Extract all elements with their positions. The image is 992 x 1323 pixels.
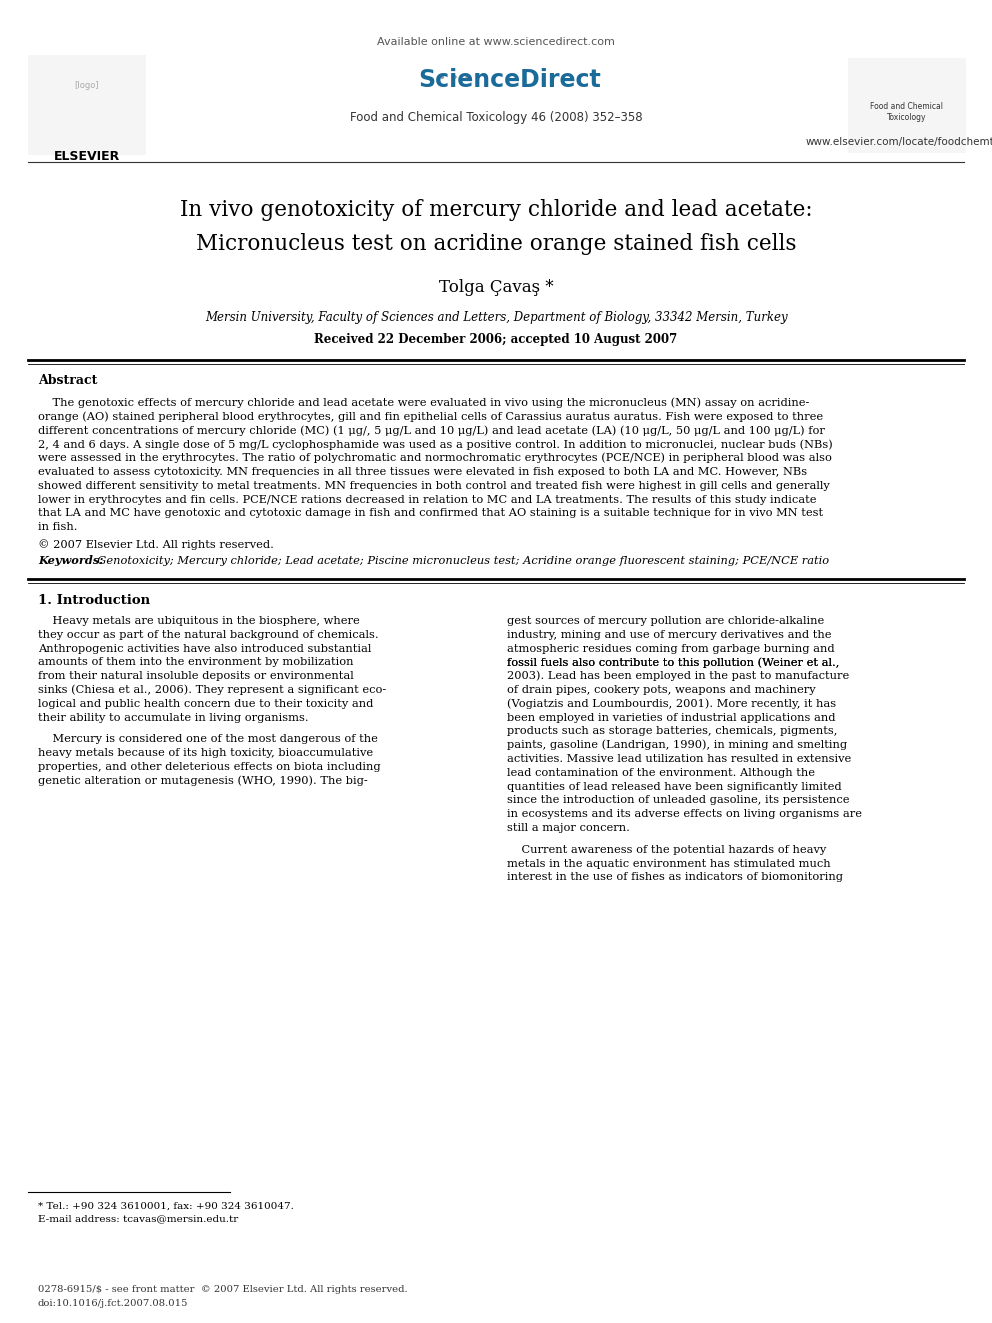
Text: Micronucleus test on acridine orange stained fish cells: Micronucleus test on acridine orange sta… [195,233,797,255]
Text: evaluated to assess cytotoxicity. MN frequencies in all three tissues were eleva: evaluated to assess cytotoxicity. MN fre… [38,467,807,478]
Text: lead contamination of the environment. Although the: lead contamination of the environment. A… [507,767,815,778]
Text: Available online at www.sciencedirect.com: Available online at www.sciencedirect.co… [377,37,615,48]
Text: genetic alteration or mutagenesis (WHO, 1990). The big-: genetic alteration or mutagenesis (WHO, … [38,775,368,786]
Text: In vivo genotoxicity of mercury chloride and lead acetate:: In vivo genotoxicity of mercury chloride… [180,198,812,221]
Text: logical and public health concern due to their toxicity and: logical and public health concern due to… [38,699,373,709]
Text: activities. Massive lead utilization has resulted in extensive: activities. Massive lead utilization has… [507,754,851,763]
Text: Current awareness of the potential hazards of heavy: Current awareness of the potential hazar… [507,845,826,855]
Text: fossil fuels also contribute to this pollution (Weiner et al.,: fossil fuels also contribute to this pol… [507,658,839,668]
Text: E-mail address: tcavas@mersin.edu.tr: E-mail address: tcavas@mersin.edu.tr [38,1215,238,1224]
Text: products such as storage batteries, chemicals, pigments,: products such as storage batteries, chem… [507,726,837,737]
Text: properties, and other deleterious effects on biota including: properties, and other deleterious effect… [38,762,381,773]
Text: were assessed in the erythrocytes. The ratio of polychromatic and normochromatic: were assessed in the erythrocytes. The r… [38,452,832,463]
Text: ScienceDirect: ScienceDirect [419,67,601,93]
Text: Keywords:: Keywords: [38,556,103,566]
Text: • • •: • • • [438,71,472,85]
Text: doi:10.1016/j.fct.2007.08.015: doi:10.1016/j.fct.2007.08.015 [38,1299,188,1308]
Text: 2003). Lead has been employed in the past to manufacture: 2003). Lead has been employed in the pas… [507,671,849,681]
Text: The genotoxic effects of mercury chloride and lead acetate were evaluated in viv: The genotoxic effects of mercury chlorid… [38,398,809,409]
Text: in ecosystems and its adverse effects on living organisms are: in ecosystems and its adverse effects on… [507,810,862,819]
Text: Mersin University, Faculty of Sciences and Letters, Department of Biology, 33342: Mersin University, Faculty of Sciences a… [204,311,788,324]
Text: Mercury is considered one of the most dangerous of the: Mercury is considered one of the most da… [38,734,378,745]
Text: atmospheric residues coming from garbage burning and: atmospheric residues coming from garbage… [507,643,834,654]
Text: Food and Chemical Toxicology 46 (2008) 352–358: Food and Chemical Toxicology 46 (2008) 3… [350,111,642,124]
Text: (Vogiatzis and Loumbourdis, 2001). More recently, it has: (Vogiatzis and Loumbourdis, 2001). More … [507,699,836,709]
Text: interest in the use of fishes as indicators of biomonitoring: interest in the use of fishes as indicat… [507,872,843,882]
Text: 1. Introduction: 1. Introduction [38,594,150,607]
Text: been employed in varieties of industrial applications and: been employed in varieties of industrial… [507,713,835,722]
Text: Anthropogenic activities have also introduced substantial: Anthropogenic activities have also intro… [38,643,371,654]
Text: their ability to accumulate in living organisms.: their ability to accumulate in living or… [38,713,309,722]
Text: lower in erythrocytes and fin cells. PCE/NCE rations decreased in relation to MC: lower in erythrocytes and fin cells. PCE… [38,495,816,504]
Text: © 2007 Elsevier Ltd. All rights reserved.: © 2007 Elsevier Ltd. All rights reserved… [38,540,274,550]
Text: fossil fuels also contribute to this pollution (Weiner et al.,: fossil fuels also contribute to this pol… [507,658,839,668]
Bar [848,58,966,153]
Text: Abstract: Abstract [38,374,97,388]
Text: different concentrations of mercury chloride (MC) (1 μg/, 5 μg/L and 10 μg/L) an: different concentrations of mercury chlo… [38,425,825,435]
Text: quantities of lead released have been significantly limited: quantities of lead released have been si… [507,782,841,791]
Text: Genotoxicity; Mercury chloride; Lead acetate; Piscine micronucleus test; Acridin: Genotoxicity; Mercury chloride; Lead ace… [90,556,829,566]
Text: orange (AO) stained peripheral blood erythrocytes, gill and fin epithelial cells: orange (AO) stained peripheral blood ery… [38,411,823,422]
Text: paints, gasoline (Landrigan, 1990), in mining and smelting: paints, gasoline (Landrigan, 1990), in m… [507,740,847,750]
Text: of drain pipes, cookery pots, weapons and machinery: of drain pipes, cookery pots, weapons an… [507,685,815,695]
Text: Heavy metals are ubiquitous in the biosphere, where: Heavy metals are ubiquitous in the biosp… [38,617,360,626]
Text: www.elsevier.com/locate/foodchemtox: www.elsevier.com/locate/foodchemtox [806,138,992,147]
Text: in fish.: in fish. [38,523,77,532]
Text: ELSEVIER: ELSEVIER [54,151,120,164]
Text: that LA and MC have genotoxic and cytotoxic damage in fish and confirmed that AO: that LA and MC have genotoxic and cytoto… [38,508,823,519]
Text: they occur as part of the natural background of chemicals.: they occur as part of the natural backgr… [38,630,379,640]
Text: showed different sensitivity to metal treatments. MN frequencies in both control: showed different sensitivity to metal tr… [38,480,829,491]
Text: Tolga Çavaş *: Tolga Çavaş * [438,279,554,295]
Text: amounts of them into the environment by mobilization: amounts of them into the environment by … [38,658,353,667]
Text: gest sources of mercury pollution are chloride-alkaline: gest sources of mercury pollution are ch… [507,617,824,626]
Text: * Tel.: +90 324 3610001, fax: +90 324 3610047.: * Tel.: +90 324 3610001, fax: +90 324 36… [38,1201,294,1211]
Text: from their natural insoluble deposits or environmental: from their natural insoluble deposits or… [38,671,354,681]
Text: 2, 4 and 6 days. A single dose of 5 mg/L cyclophosphamide was used as a positive: 2, 4 and 6 days. A single dose of 5 mg/L… [38,439,832,450]
Text: still a major concern.: still a major concern. [507,823,630,833]
Text: metals in the aquatic environment has stimulated much: metals in the aquatic environment has st… [507,859,830,869]
Text: [logo]: [logo] [74,81,99,90]
Bar [28,56,146,155]
Text: industry, mining and use of mercury derivatives and the: industry, mining and use of mercury deri… [507,630,831,640]
Text: sinks (Chiesa et al., 2006). They represent a significant eco-: sinks (Chiesa et al., 2006). They repres… [38,685,386,696]
Text: Food and Chemical
Toxicology: Food and Chemical Toxicology [871,102,943,122]
Text: since the introduction of unleaded gasoline, its persistence: since the introduction of unleaded gasol… [507,795,849,806]
Text: Received 22 December 2006; accepted 10 August 2007: Received 22 December 2006; accepted 10 A… [314,333,678,347]
Text: 0278-6915/$ - see front matter  © 2007 Elsevier Ltd. All rights reserved.: 0278-6915/$ - see front matter © 2007 El… [38,1286,408,1294]
Text: heavy metals because of its high toxicity, bioaccumulative: heavy metals because of its high toxicit… [38,749,373,758]
